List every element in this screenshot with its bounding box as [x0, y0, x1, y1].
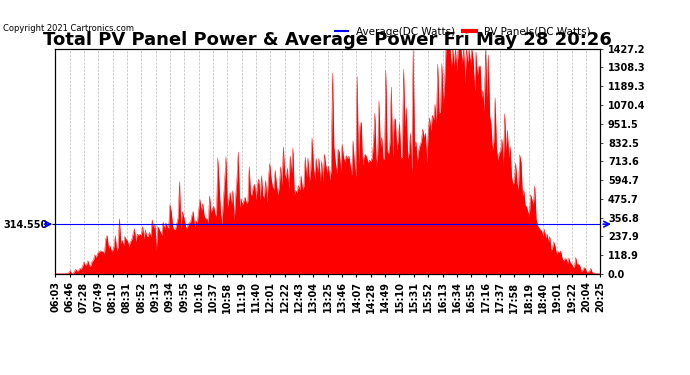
Text: Copyright 2021 Cartronics.com: Copyright 2021 Cartronics.com	[3, 24, 135, 33]
Title: Total PV Panel Power & Average Power Fri May 28 20:26: Total PV Panel Power & Average Power Fri…	[43, 31, 612, 49]
Legend: Average(DC Watts), PV Panels(DC Watts): Average(DC Watts), PV Panels(DC Watts)	[331, 22, 595, 41]
